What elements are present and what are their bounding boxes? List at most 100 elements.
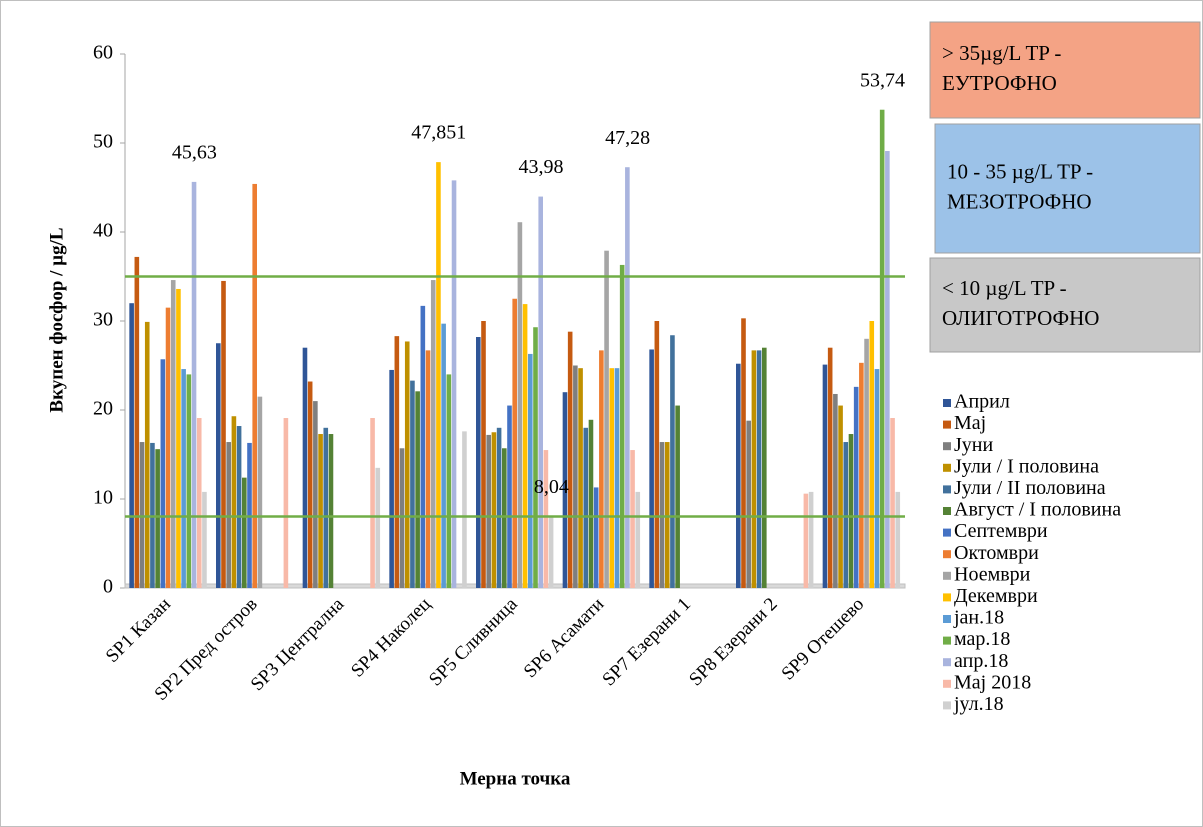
bar bbox=[869, 321, 875, 588]
bar bbox=[538, 196, 543, 588]
bar bbox=[756, 350, 762, 588]
bar bbox=[375, 467, 381, 588]
bar bbox=[583, 427, 589, 588]
y-tick-label: 20 bbox=[93, 398, 113, 420]
bar bbox=[481, 321, 486, 588]
bar bbox=[649, 349, 654, 588]
zone-label: МЕЗОТРОФНО bbox=[947, 189, 1092, 213]
bar bbox=[202, 491, 207, 588]
legend-label: јан.18 bbox=[953, 607, 1004, 629]
bar bbox=[838, 405, 843, 588]
bar bbox=[129, 303, 134, 588]
y-tick-label: 0 bbox=[103, 576, 113, 598]
bar bbox=[609, 368, 615, 588]
data-label: 43,98 bbox=[519, 156, 564, 178]
bar bbox=[430, 280, 436, 588]
bar bbox=[762, 347, 767, 588]
bar bbox=[895, 491, 901, 588]
zone-label: ЕУТРОФНО bbox=[942, 71, 1057, 95]
legend-swatch bbox=[943, 701, 951, 710]
zone-label: ОЛИГОТРОФНО bbox=[942, 306, 1099, 330]
bar bbox=[864, 338, 869, 588]
bar bbox=[318, 434, 323, 588]
bar bbox=[389, 369, 394, 588]
legend-label: Јули / II половина bbox=[954, 477, 1106, 499]
bar bbox=[496, 427, 502, 588]
bar bbox=[441, 323, 446, 588]
zone-label: > 35µg/L TP - bbox=[942, 41, 1061, 65]
bar bbox=[252, 183, 257, 588]
bar bbox=[307, 381, 313, 588]
legend-swatch bbox=[943, 636, 951, 645]
legend-label: Септември bbox=[954, 520, 1048, 542]
bar bbox=[231, 416, 237, 588]
y-axis-label: Вкупен фосфор / µg/L bbox=[46, 227, 67, 412]
bar bbox=[328, 434, 334, 588]
zone-box bbox=[934, 123, 1201, 254]
bar bbox=[670, 335, 675, 588]
zone-box bbox=[929, 257, 1201, 353]
legend-label: Јули / I половина bbox=[954, 455, 1099, 477]
bar bbox=[843, 442, 849, 588]
bar bbox=[216, 343, 221, 588]
legend-label: јул.18 bbox=[953, 693, 1004, 715]
y-tick-label: 40 bbox=[93, 220, 113, 242]
zone-label: < 10 µg/L TP - bbox=[942, 276, 1067, 300]
bar bbox=[160, 359, 166, 588]
bar bbox=[654, 321, 660, 588]
legend-swatch bbox=[943, 593, 951, 602]
bar bbox=[226, 442, 231, 588]
bar bbox=[420, 305, 426, 588]
bar bbox=[181, 369, 186, 588]
legend-swatch bbox=[943, 528, 951, 537]
legend-label: Ноември bbox=[954, 563, 1031, 585]
bar bbox=[635, 491, 641, 588]
bar bbox=[507, 405, 512, 588]
bar bbox=[599, 350, 604, 588]
legend-swatch bbox=[943, 679, 951, 688]
bar bbox=[543, 450, 549, 588]
bar bbox=[619, 264, 625, 588]
legend-label: Август / I половина bbox=[954, 499, 1121, 521]
bar bbox=[630, 450, 635, 588]
bar bbox=[588, 419, 594, 588]
y-tick-label: 30 bbox=[93, 309, 113, 331]
bar bbox=[236, 426, 242, 588]
bar bbox=[578, 368, 583, 588]
bar bbox=[491, 432, 497, 588]
bar bbox=[394, 336, 400, 588]
legend-swatch bbox=[943, 658, 951, 667]
bar bbox=[879, 109, 885, 589]
legend-swatch bbox=[943, 550, 951, 559]
bar bbox=[548, 516, 554, 588]
bar bbox=[533, 327, 538, 588]
y-tick-label: 10 bbox=[93, 487, 113, 509]
bar bbox=[885, 151, 890, 588]
legend-swatch bbox=[943, 442, 951, 451]
bar bbox=[751, 350, 757, 588]
bar bbox=[874, 369, 880, 588]
bar bbox=[822, 364, 828, 588]
bar bbox=[425, 350, 431, 588]
bar bbox=[313, 401, 318, 588]
bar bbox=[370, 418, 375, 588]
legend-label: апр.18 bbox=[954, 650, 1008, 672]
bar bbox=[436, 162, 441, 588]
bar bbox=[404, 341, 410, 588]
x-axis-label: Мерна точка bbox=[460, 768, 571, 789]
bar bbox=[191, 181, 197, 588]
zone-label: 10 - 35 µg/L TP - bbox=[947, 159, 1093, 183]
bar bbox=[853, 386, 859, 588]
legend-swatch bbox=[943, 399, 951, 407]
legend-swatch bbox=[943, 420, 951, 429]
bar bbox=[675, 405, 680, 588]
data-label: 8,04 bbox=[534, 476, 569, 498]
bar bbox=[323, 427, 329, 588]
bar bbox=[512, 298, 517, 588]
legend-label: Мај 2018 bbox=[954, 671, 1031, 693]
bar bbox=[859, 362, 864, 588]
bar bbox=[476, 337, 481, 588]
legend-label: Декември bbox=[954, 585, 1038, 607]
bar bbox=[186, 374, 192, 588]
bar bbox=[522, 304, 528, 588]
